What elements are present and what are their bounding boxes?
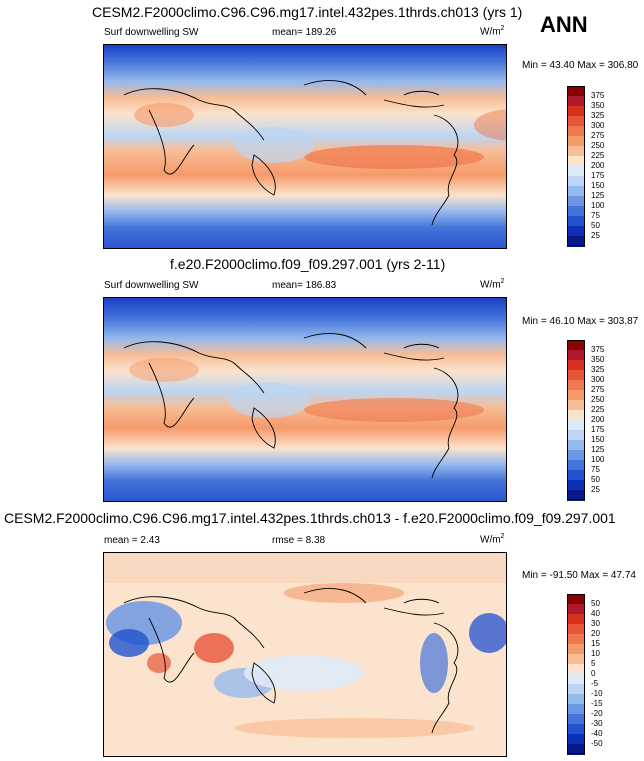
colorbar-tick-label: 100 (591, 201, 605, 210)
colorbar-tick-label: 15 (591, 639, 600, 648)
colorbar-tick-label: 375 (591, 91, 605, 100)
panel1-mean-label: mean= 189.26 (272, 27, 337, 38)
colorbar-tick-label: 250 (591, 395, 605, 404)
colorbar-tick-label: 10 (591, 649, 600, 658)
colorbar-tick-label: 325 (591, 365, 605, 374)
panel2-colorbar: 375 350 325 300 275 250 225 200 175 150 125 100 75 50… (567, 340, 637, 501)
colorbar-tick-label: -5 (591, 679, 599, 688)
colorbar-tick-label: 375 (591, 345, 605, 354)
colorbar-tick-label: 40 (591, 609, 600, 618)
colorbar-tick-label: 20 (591, 629, 600, 638)
panel3-rmse-label: rmse = 8.38 (272, 535, 326, 546)
colorbar-tick-label: 175 (591, 425, 605, 434)
panel1-minmax: Min = 43.40 Max = 306.80 (522, 60, 639, 71)
colorbar-tick-label: 150 (591, 435, 605, 444)
colorbar-tick-label: 5 (591, 659, 596, 668)
colorbar-tick-label: 275 (591, 131, 605, 140)
colorbar-tick-label: 200 (591, 415, 605, 424)
panel3-map (103, 552, 507, 757)
colorbar-tick-label: 300 (591, 121, 605, 130)
colorbar-frame (567, 340, 585, 500)
colorbar-tick-label: 0 (591, 669, 596, 678)
colorbar-tick-label: 250 (591, 141, 605, 150)
panel3-colorbar: 50 40 30 20 15 10 5 0 -5 -10 -15 -20 -30 -40 -50 (567, 594, 637, 755)
colorbar-tick-label: 50 (591, 221, 600, 230)
colorbar-tick-label: 50 (591, 599, 600, 608)
colorbar-tick-label: 50 (591, 475, 600, 484)
colorbar-tick-label: 30 (591, 619, 600, 628)
panel2-mean-label: mean= 186.83 (272, 280, 337, 291)
colorbar-tick-label: -20 (591, 709, 603, 718)
colorbar-tick-label: 300 (591, 375, 605, 384)
panel2-title: f.e20.F2000climo.f09_f09.297.001 (yrs 2-… (170, 256, 446, 272)
colorbar-tick-label: 125 (591, 191, 605, 200)
colorbar-tick-label: -40 (591, 729, 603, 738)
colorbar-tick-label: 275 (591, 385, 605, 394)
panel2-variable-label: Surf downwelling SW (104, 280, 199, 291)
colorbar-tick-label: 75 (591, 465, 600, 474)
panel1-units: W/m2 (480, 25, 505, 38)
panel3-mean-label: mean = 2.43 (104, 535, 160, 546)
panel1-title: CESM2.F2000climo.C96.C96.mg17.intel.432p… (92, 4, 523, 20)
colorbar-frame (567, 594, 585, 754)
colorbar-tick-label: 25 (591, 485, 600, 494)
colorbar-tick-label: -10 (591, 689, 603, 698)
colorbar-tick-label: 225 (591, 151, 605, 160)
colorbar-tick-label: 200 (591, 161, 605, 170)
colorbar-tick-label: 150 (591, 181, 605, 190)
colorbar-tick-label: 175 (591, 171, 605, 180)
colorbar-tick-label: -15 (591, 699, 603, 708)
panel2-units: W/m2 (480, 278, 505, 291)
panel1-colorbar: 375 350 325 300 275 250 225 200 175 150 125 100 75 50… (567, 86, 637, 247)
colorbar-tick-label: 100 (591, 455, 605, 464)
panel3-minmax: Min = -91.50 Max = 47.74 (522, 570, 636, 581)
colorbar-tick-label: 75 (591, 211, 600, 220)
colorbar-frame (567, 86, 585, 246)
colorbar-tick-label: 225 (591, 405, 605, 414)
panel1-variable-label: Surf downwelling SW (104, 27, 199, 38)
colorbar-tick-label: 325 (591, 111, 605, 120)
colorbar-tick-label: 350 (591, 355, 605, 364)
colorbar-tick-label: 350 (591, 101, 605, 110)
panel2-map (103, 297, 507, 502)
panel3-title: CESM2.F2000climo.C96.C96.mg17.intel.432p… (4, 510, 616, 526)
panel2-minmax: Min = 46.10 Max = 303.87 (522, 316, 639, 327)
colorbar-tick-label: -30 (591, 719, 603, 728)
panel3-units: W/m2 (480, 533, 505, 546)
panel1-map (103, 44, 507, 249)
colorbar-tick-label: 125 (591, 445, 605, 454)
season-label: ANN (540, 12, 588, 37)
colorbar-tick-label: 25 (591, 231, 600, 240)
colorbar-tick-label: -50 (591, 739, 603, 748)
